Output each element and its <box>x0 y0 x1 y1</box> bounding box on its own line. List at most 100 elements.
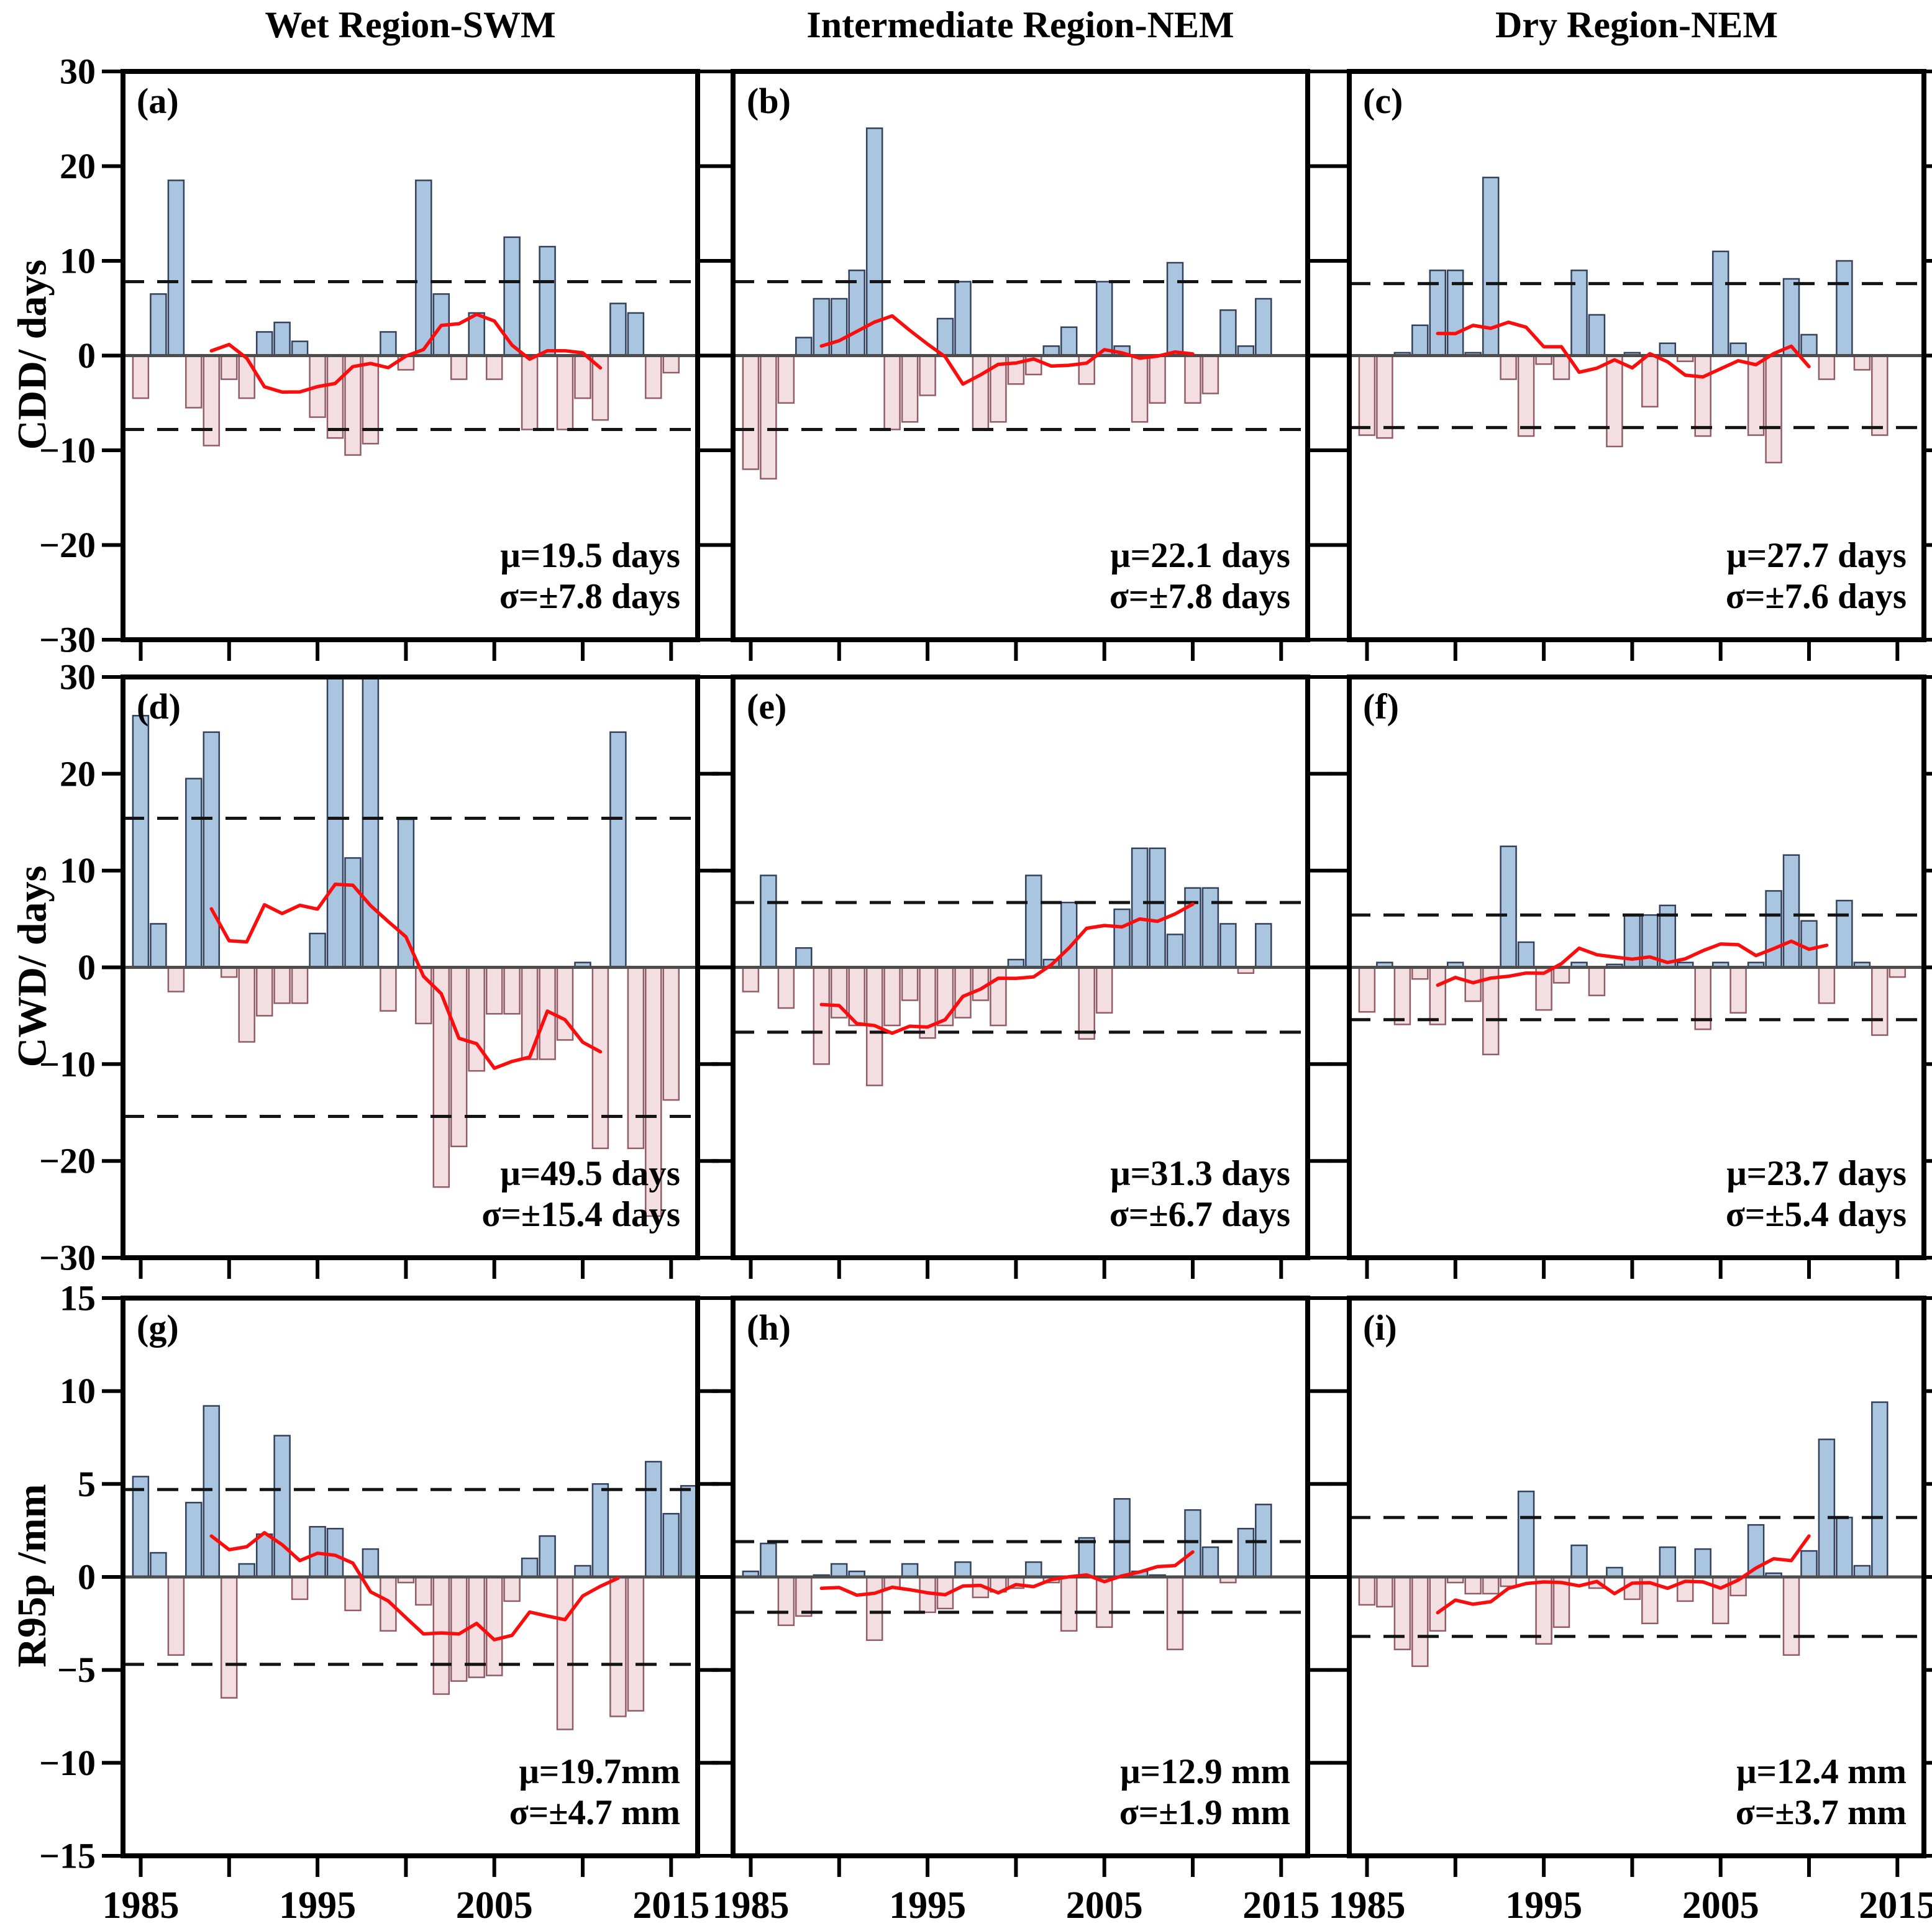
bar-2011 <box>591 1483 609 1578</box>
y-tick-label--10: −10 <box>39 1743 96 1783</box>
bar-2013 <box>1237 1527 1255 1578</box>
y-tick-label-10: 10 <box>60 850 96 891</box>
bar-1996 <box>326 355 344 439</box>
x-tick-label-2015: 2015 <box>1242 1884 1319 1926</box>
bar-2012 <box>1219 309 1237 357</box>
trend-line <box>819 1550 1195 1597</box>
anomaly-bars <box>742 127 1272 480</box>
bar-1988 <box>795 1576 813 1617</box>
y-tick-label--30: −30 <box>39 620 96 660</box>
anomaly-bars <box>132 677 680 1217</box>
bar-2011 <box>1818 355 1836 380</box>
sigma-value: σ=±6.7 days <box>1109 1195 1290 1234</box>
bar-2005 <box>1711 250 1729 357</box>
bar-2012 <box>1836 1516 1853 1578</box>
bar-2006 <box>1113 1498 1131 1578</box>
bar-1991 <box>238 1563 255 1578</box>
anomaly-bars <box>742 1498 1272 1650</box>
bar-2005 <box>485 1576 503 1676</box>
bar-1987 <box>777 966 795 1009</box>
bar-1989 <box>813 966 831 1065</box>
bar-1999 <box>380 966 397 1012</box>
bar-1990 <box>830 298 848 357</box>
y-axis-label-cdd: CDD/ days <box>9 259 55 450</box>
stats-panel-a: μ=19.5 days σ=±7.8 days <box>123 535 680 617</box>
bar-2010 <box>574 355 591 399</box>
bar-1986 <box>760 874 777 968</box>
y-tick-label-20: 20 <box>60 146 96 186</box>
bar-2010 <box>1800 334 1818 357</box>
bar-2009 <box>1782 1576 1800 1656</box>
bar-1991 <box>848 270 865 357</box>
bar-2004 <box>1694 355 1711 437</box>
sigma-value: σ=±7.8 days <box>1109 577 1290 616</box>
column-title-wet-region: Wet Region-SWM <box>265 4 556 45</box>
y-tick-label-15: 15 <box>60 1278 96 1319</box>
bar-1999 <box>380 331 397 357</box>
y-tick-label--30: −30 <box>39 1238 96 1278</box>
bar-2007 <box>521 1557 539 1578</box>
bar-2016 <box>680 1485 698 1578</box>
bar-1989 <box>203 355 221 447</box>
bar-1999 <box>990 966 1007 1027</box>
bar-1989 <box>203 731 221 968</box>
x-tick-label-1995: 1995 <box>279 1884 356 1926</box>
bar-1991 <box>238 966 255 1043</box>
bar-1991 <box>1464 1576 1482 1595</box>
stats-panel-e: μ=31.3 days σ=±6.7 days <box>733 1153 1290 1235</box>
y-tick-label--20: −20 <box>39 1141 96 1181</box>
bar-2001 <box>415 179 432 357</box>
y-tick-label-0: 0 <box>78 335 96 376</box>
bar-2014 <box>645 1461 662 1578</box>
bar-2000 <box>1007 355 1025 385</box>
trend-line <box>1436 320 1811 379</box>
bar-1999 <box>1606 355 1623 448</box>
bar-1987 <box>167 1576 185 1656</box>
bar-2004 <box>468 312 485 357</box>
bar-1993 <box>273 321 291 357</box>
bar-1985 <box>1358 355 1376 436</box>
mu-value: μ=19.5 days <box>500 536 680 575</box>
bar-1986 <box>150 293 167 357</box>
bar-1994 <box>291 966 309 1004</box>
bar-2010 <box>1800 1550 1818 1578</box>
bar-1991 <box>848 966 865 1027</box>
x-tick-label-1995: 1995 <box>1505 1884 1582 1926</box>
panel-a: −30 −20 −10 0 10 20 30 <box>39 52 719 661</box>
bar-1985 <box>1358 966 1376 1013</box>
bar-2010 <box>1184 1509 1201 1578</box>
bar-1994 <box>1517 941 1535 968</box>
bar-1996 <box>1552 1576 1570 1628</box>
bar-2011 <box>1201 1546 1219 1578</box>
bar-2014 <box>1871 1401 1889 1578</box>
bar-1993 <box>883 966 901 1027</box>
panel-c <box>1328 69 1932 661</box>
bar-1995 <box>919 355 936 396</box>
bar-1986 <box>760 1542 777 1578</box>
bar-1998 <box>362 677 380 968</box>
column-title-intermediate-region: Intermediate Region-NEM <box>806 4 1234 45</box>
bar-1995 <box>1535 1576 1552 1645</box>
bar-2006 <box>503 1576 521 1602</box>
bar-1993 <box>1500 845 1517 968</box>
panel-letter-i: (i) <box>1363 1307 1397 1348</box>
bar-2005 <box>485 355 503 380</box>
bar-1989 <box>1429 966 1447 1025</box>
bar-2001 <box>1025 874 1042 968</box>
bar-2011 <box>1818 1438 1836 1578</box>
y-tick-label-0: 0 <box>78 1557 96 1597</box>
bar-1987 <box>1393 966 1411 1025</box>
bar-2011 <box>1201 355 1219 394</box>
panel-letter-c: (c) <box>1363 81 1403 121</box>
panel-d: −30 −20 −10 0 10 20 30 <box>39 657 719 1279</box>
bar-1987 <box>167 179 185 357</box>
y-tick-label-30: 30 <box>60 657 96 697</box>
bar-2014 <box>1255 298 1272 357</box>
bar-2011 <box>1201 887 1219 968</box>
sigma-value: σ=±1.9 mm <box>1119 1793 1290 1832</box>
bar-2015 <box>662 966 680 1101</box>
bar-1986 <box>1376 355 1393 439</box>
bar-1987 <box>777 355 795 404</box>
bar-2009 <box>1166 261 1184 357</box>
